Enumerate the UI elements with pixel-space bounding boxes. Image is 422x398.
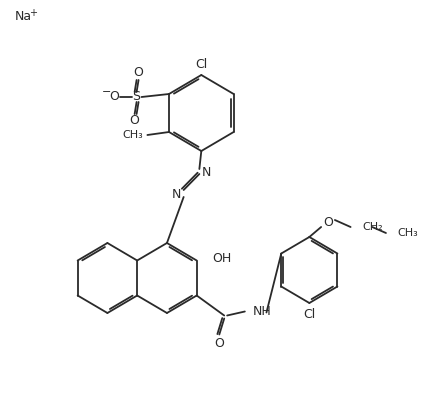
Text: O: O <box>134 66 143 80</box>
Text: Na: Na <box>15 10 32 23</box>
Text: O: O <box>214 337 224 350</box>
Text: OH: OH <box>212 252 232 265</box>
Text: Cl: Cl <box>303 308 316 322</box>
Text: CH₃: CH₃ <box>398 228 419 238</box>
Text: S: S <box>133 90 141 103</box>
Text: O: O <box>323 217 333 230</box>
Text: N: N <box>202 166 211 178</box>
Text: O: O <box>130 115 140 127</box>
Text: CH₃: CH₃ <box>123 130 143 140</box>
Text: Cl: Cl <box>195 57 208 70</box>
Text: −: − <box>101 87 111 97</box>
Text: CH₂: CH₂ <box>362 222 383 232</box>
Text: +: + <box>30 8 38 18</box>
Text: O: O <box>109 90 119 103</box>
Text: NH: NH <box>253 305 271 318</box>
Text: N: N <box>172 189 181 201</box>
